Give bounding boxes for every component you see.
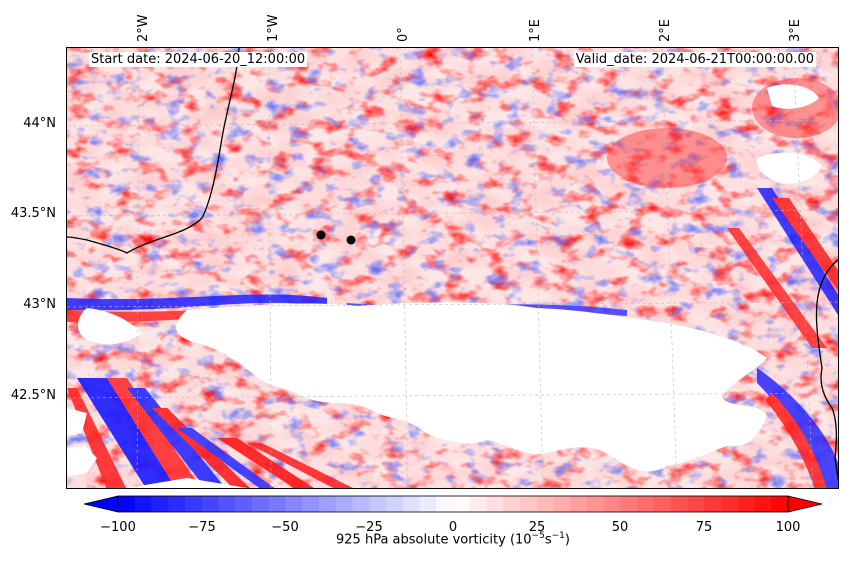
- colorbar-tick-0: 0: [448, 520, 458, 535]
- lon-label-1e: 1°E: [528, 19, 543, 42]
- east-vorticity-bands: [727, 188, 838, 488]
- colorbar-segment: [687, 496, 705, 512]
- lon-label-2e: 2°E: [658, 19, 673, 42]
- valid-date-label: Valid_date: 2024-06-21T00:00:00.00: [573, 52, 816, 67]
- colorbar-segment: [654, 496, 672, 512]
- colorbar-segment: [453, 496, 471, 512]
- colorbar-segment: [419, 496, 437, 512]
- vorticity-map: [66, 47, 839, 489]
- colorbar-segment: [603, 496, 622, 512]
- colorbar-segment: [620, 496, 638, 512]
- colorbar-tick-neg100: −100: [100, 520, 136, 535]
- colorbar-segment: [402, 496, 421, 512]
- station-marker-2: [346, 235, 356, 245]
- colorbar-segment: [201, 496, 220, 512]
- lon-label-0: 0°: [396, 27, 411, 42]
- lat-label-42-5n: 42.5°N: [10, 388, 56, 403]
- colorbar-tick-75: 75: [695, 520, 713, 535]
- colorbar-segment: [520, 496, 538, 512]
- lon-label-1w: 1°W: [266, 14, 281, 42]
- colorbar-segment: [436, 496, 454, 512]
- colorbar-segment: [771, 496, 789, 512]
- colorbar-tick-neg25: −25: [355, 520, 383, 535]
- colorbar-segment: [570, 496, 588, 512]
- colorbar-segment: [151, 496, 169, 512]
- colorbar-segment: [469, 496, 488, 512]
- colorbar-segment: [737, 496, 756, 512]
- colorbar-segment: [285, 496, 303, 512]
- colorbar-segment: [704, 496, 722, 512]
- colorbar-label: 925 hPa absolute vorticity (10−5s−1): [336, 531, 570, 548]
- colorbar-extend-max: [787, 495, 823, 513]
- terrain-mask: [67, 84, 822, 488]
- colorbar-segment: [386, 496, 404, 512]
- lat-label-44n: 44°N: [23, 116, 56, 131]
- colorbar-segment: [168, 496, 186, 512]
- coastline-west: [67, 48, 240, 254]
- colorbar-segment: [302, 496, 320, 512]
- colorbar-segment: [637, 496, 655, 512]
- colorbar-tick-50: 50: [611, 520, 629, 535]
- station-marker-1: [316, 230, 326, 240]
- vorticity-map-canvas: [67, 48, 838, 488]
- lon-label-2w: 2°W: [136, 14, 151, 42]
- colorbar-segment: [553, 496, 571, 512]
- colorbar: [83, 495, 823, 513]
- colorbar-tick-25: 25: [528, 520, 546, 535]
- colorbar-segment: [268, 496, 287, 512]
- colorbar-segment: [536, 496, 555, 512]
- lat-label-43-5n: 43.5°N: [10, 206, 56, 221]
- colorbar-segment: [352, 496, 370, 512]
- colorbar-segment: [185, 496, 203, 512]
- colorbar-extend-min: [83, 495, 119, 513]
- colorbar-segment: [721, 496, 739, 512]
- colorbar-tick-100: 100: [775, 520, 801, 535]
- colorbar-tick-neg75: −75: [188, 520, 216, 535]
- graticule: [67, 48, 838, 488]
- lat-label-43n: 43°N: [23, 297, 56, 312]
- colorbar-segment: [218, 496, 236, 512]
- colorbar-segment: [587, 496, 605, 512]
- colorbar-segment: [670, 496, 689, 512]
- colorbar-segment: [335, 496, 354, 512]
- colorbar-segment: [369, 496, 387, 512]
- start-date-label: Start date: 2024-06-20_12:00:00: [89, 52, 308, 67]
- colorbar-segment: [134, 496, 153, 512]
- colorbar-segment: [252, 496, 270, 512]
- colorbar-segment: [319, 496, 337, 512]
- colorbar-segment: [486, 496, 504, 512]
- colorbar-segment: [235, 496, 253, 512]
- colorbar-tick-neg50: −50: [271, 520, 299, 535]
- coastline-east: [815, 258, 838, 482]
- colorbar-border: [117, 495, 789, 513]
- colorbar-segment: [503, 496, 521, 512]
- colorbar-segment: [754, 496, 772, 512]
- lon-label-3e: 3°E: [788, 19, 803, 42]
- colorbar-segment: [118, 496, 136, 512]
